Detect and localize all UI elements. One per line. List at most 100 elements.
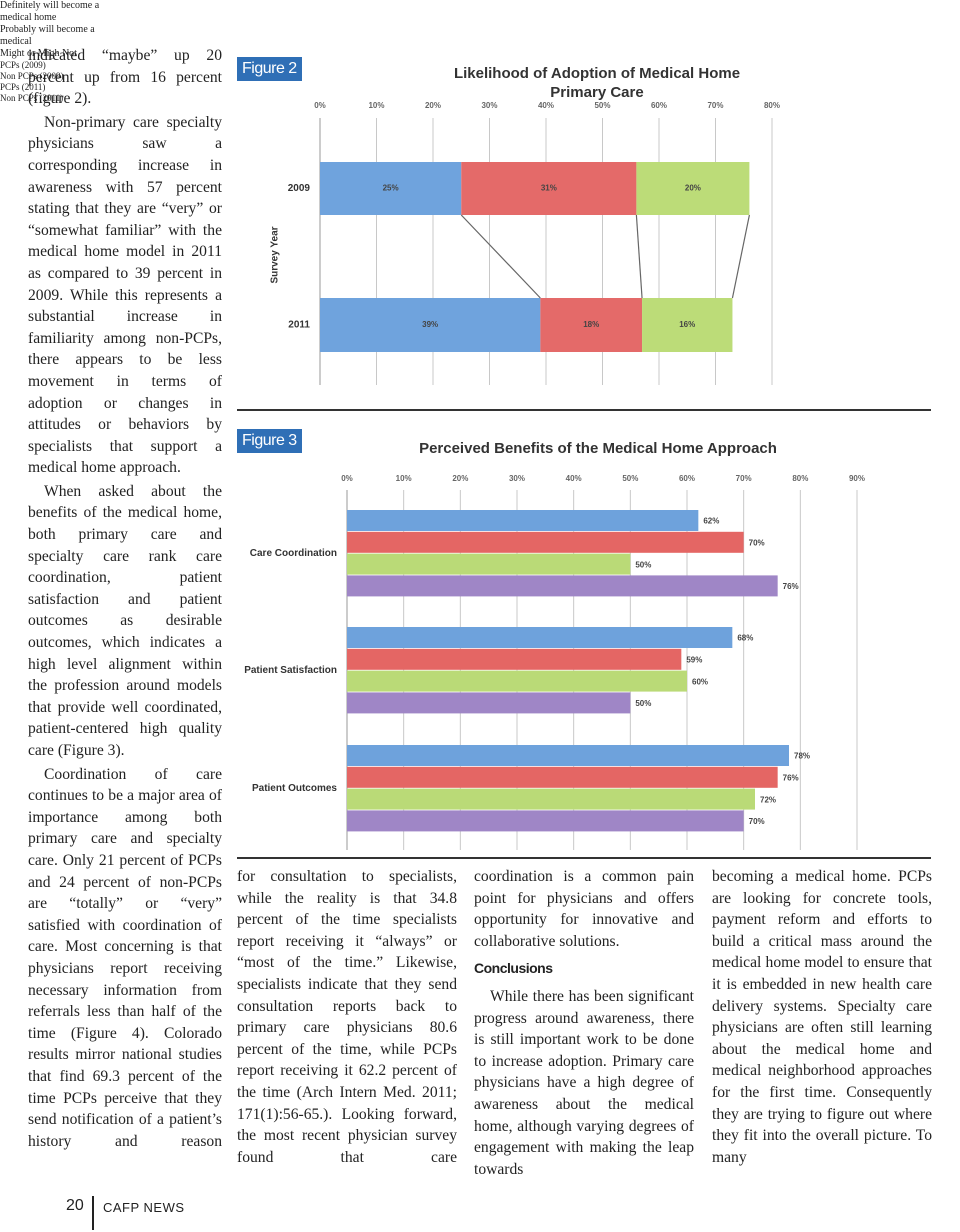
chart-title: Perceived Benefits of the Medical Home A…: [419, 440, 777, 457]
paragraph: for consultation to specialists, while t…: [237, 868, 457, 1166]
legend-item: Non PCPs (2009): [0, 71, 80, 82]
legend-item: Probably will become a medical: [0, 24, 125, 48]
x-tick-label: 20%: [452, 474, 468, 483]
value-label: 18%: [583, 320, 599, 329]
bar: [347, 575, 778, 597]
bar: [347, 788, 755, 810]
bar-segment: [642, 298, 733, 352]
value-label: 20%: [685, 184, 701, 193]
legend-item: PCPs (2009): [0, 60, 80, 71]
value-label: 76%: [783, 773, 799, 782]
bar: [347, 766, 778, 788]
x-tick-label: 60%: [679, 474, 695, 483]
connector-line: [460, 214, 541, 299]
chart-title: Likelihood of Adoption of Medical Home: [454, 65, 740, 82]
x-tick-label: 30%: [509, 474, 525, 483]
y-axis-label: Survey Year: [270, 226, 281, 283]
value-label: 59%: [686, 655, 702, 664]
bar: [347, 745, 789, 766]
paragraph: When asked about the benefits of the med…: [28, 482, 222, 759]
category-label: Patient Satisfaction: [244, 665, 337, 676]
category-label: 2009: [288, 183, 311, 194]
bar: [347, 692, 631, 714]
bar: [347, 670, 687, 692]
paragraph: Coordination of care continues to be a m…: [28, 765, 222, 1150]
chart-subtitle: Primary Care: [550, 84, 643, 101]
bar: [347, 810, 744, 832]
value-label: 70%: [749, 538, 765, 547]
bar-segment: [636, 162, 750, 215]
x-tick-label: 40%: [566, 474, 582, 483]
bar-segment: [540, 298, 643, 352]
x-tick-label: 10%: [396, 474, 412, 483]
value-label: 31%: [541, 184, 557, 193]
x-tick-label: 20%: [425, 101, 441, 110]
legend-label: PCPs (2011): [0, 82, 46, 92]
value-label: 76%: [783, 582, 799, 591]
value-label: 25%: [383, 184, 399, 193]
connector-line: [635, 214, 643, 299]
x-tick-label: 10%: [368, 101, 384, 110]
figure-label: Figure 2: [237, 57, 302, 81]
category-label: 2011: [288, 320, 310, 331]
text-column: becoming a medical home. PCPs are lookin…: [712, 866, 932, 1170]
bar-segment: [320, 162, 462, 215]
x-tick-label: 0%: [341, 474, 353, 483]
value-label: 62%: [703, 517, 719, 526]
category-label: Patient Outcomes: [252, 783, 337, 794]
figure-label: Figure 3: [237, 429, 302, 453]
divider: [237, 857, 931, 859]
value-label: 78%: [794, 752, 810, 761]
x-tick-label: 70%: [707, 101, 723, 110]
x-tick-label: 80%: [764, 101, 780, 110]
section-heading: Conclusions: [474, 960, 553, 977]
value-label: 39%: [422, 320, 438, 329]
value-label: 60%: [692, 677, 708, 686]
paragraph: Non-primary care specialty physicians sa…: [28, 113, 222, 477]
value-label: 50%: [635, 699, 651, 708]
legend-item: PCPs (2011): [0, 82, 80, 93]
x-tick-label: 70%: [736, 474, 752, 483]
x-tick-label: 80%: [792, 474, 808, 483]
x-tick-label: 30%: [481, 101, 497, 110]
bar: [347, 510, 699, 531]
paragraph: becoming a medical home. PCPs are lookin…: [712, 868, 932, 1166]
bar: [347, 627, 733, 648]
paragraph: While there has been significant progres…: [474, 987, 694, 1178]
x-tick-label: 60%: [651, 101, 667, 110]
legend-label: Non PCPs (2009): [0, 71, 64, 81]
value-label: 50%: [635, 560, 651, 569]
paragraph: indicated “maybe” up 20 percent up from …: [28, 47, 222, 108]
bar-segment: [320, 298, 541, 352]
x-tick-label: 50%: [622, 474, 638, 483]
legend-label: Probably will become a medical: [0, 24, 95, 47]
left-column: indicated “maybe” up 20 percent up from …: [28, 45, 222, 1154]
publication-name: CAFP NEWS: [103, 1200, 185, 1215]
page-number: 20: [66, 1197, 84, 1214]
legend-label: Non PCPs (2011): [0, 93, 64, 103]
text-column: coordination is a common pain point for …: [474, 866, 694, 1182]
legend-label: PCPs (2009): [0, 60, 46, 70]
value-label: 72%: [760, 795, 776, 804]
legend-item: Non PCPs (2011): [0, 93, 80, 104]
paragraph: coordination is a common pain point for …: [474, 868, 694, 950]
bar: [347, 531, 744, 553]
bar: [347, 648, 682, 670]
x-tick-label: 50%: [594, 101, 610, 110]
text-column: for consultation to specialists, while t…: [237, 866, 457, 1170]
legend-label: Might or Migh Not: [0, 48, 77, 59]
x-tick-label: 90%: [849, 474, 865, 483]
footer-bar: [92, 1196, 94, 1230]
connector-line: [731, 214, 750, 299]
bar-segment: [461, 162, 637, 215]
category-label: Care Coordination: [250, 548, 337, 559]
x-tick-label: 0%: [314, 101, 326, 110]
value-label: 68%: [737, 634, 753, 643]
bar: [347, 553, 631, 575]
legend-item: Definitely will become a medical home: [0, 0, 125, 24]
value-label: 70%: [749, 817, 765, 826]
x-tick-label: 40%: [538, 101, 554, 110]
divider: [237, 409, 931, 411]
